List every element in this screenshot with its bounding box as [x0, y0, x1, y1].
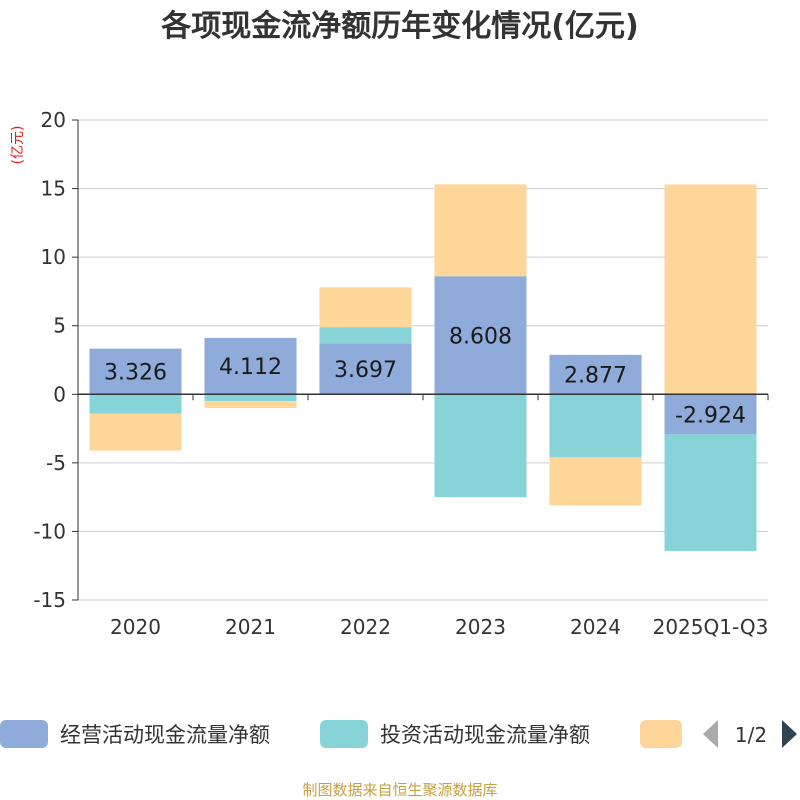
- bar-series2-2023: [434, 184, 527, 277]
- source-note: 制图数据来自恒生聚源数据库: [302, 781, 497, 799]
- y-tick-label: -15: [33, 588, 66, 612]
- value-label-2020: 3.326: [104, 360, 167, 385]
- bar-series1-2023: [434, 394, 527, 498]
- legend-prev-page-icon[interactable]: [703, 720, 718, 748]
- bar-series0-2023: [434, 276, 527, 395]
- bar-series2-2024: [549, 457, 642, 506]
- chart-title: 各项现金流净额历年变化情况(亿元): [160, 9, 638, 44]
- bar-series2-2021: [204, 401, 297, 408]
- bar-series2-2020: [89, 413, 182, 451]
- value-label-2025Q1-Q3: -2.924: [675, 403, 746, 428]
- y-tick-label: 0: [53, 382, 66, 406]
- bar-series1-2022: [319, 327, 412, 344]
- legend-label[interactable]: 投资活动现金流量净额: [380, 723, 590, 747]
- y-axis-unit-label: (亿元): [10, 126, 26, 165]
- x-tick-label: 2022: [340, 615, 391, 639]
- bar-series2-2025Q1-Q3: [664, 184, 757, 395]
- value-label-2023: 8.608: [449, 324, 512, 349]
- legend-page-indicator: 1/2: [735, 723, 767, 747]
- bar-series0-2022: [319, 343, 412, 395]
- bar-series1-2024: [549, 394, 642, 458]
- x-tick-label: 2025Q1-Q3: [653, 615, 769, 639]
- x-tick-label: 2020: [110, 615, 161, 639]
- legend: 经营活动现金流量净额 投资活动现金流量净额 1/2: [0, 720, 797, 748]
- bar-series0-2021: [204, 337, 297, 395]
- value-label-2021: 4.112: [219, 355, 282, 380]
- legend-next-page-icon[interactable]: [782, 720, 797, 748]
- y-tick-label: 20: [41, 108, 66, 132]
- x-tick-label: 2023: [455, 615, 506, 639]
- bar-series1-2020: [89, 394, 182, 414]
- y-tick-label: 5: [53, 314, 66, 338]
- y-tick-label: -10: [33, 519, 66, 543]
- bar-series0-2024: [549, 354, 642, 395]
- legend-swatch[interactable]: [320, 720, 368, 748]
- bar-series2-2022: [319, 287, 412, 328]
- legend-label[interactable]: 经营活动现金流量净额: [60, 723, 270, 747]
- legend-swatch[interactable]: [640, 720, 682, 748]
- legend-swatch[interactable]: [0, 720, 48, 748]
- x-tick-label: 2021: [225, 615, 276, 639]
- x-tick-label: 2024: [570, 615, 621, 639]
- value-label-2024: 2.877: [564, 364, 627, 389]
- bar-series0-2025Q1-Q3: [664, 394, 757, 435]
- y-tick-label: 10: [41, 245, 66, 269]
- y-tick-label: 15: [41, 177, 66, 201]
- bar-series0-2020: [89, 348, 182, 395]
- bar-series1-2025Q1-Q3: [664, 434, 757, 551]
- y-tick-label: -5: [46, 451, 66, 475]
- bar-series1-2021: [204, 394, 297, 402]
- value-labels: 3.326 4.112 3.697 8.608 2.877 -2.924: [104, 324, 746, 428]
- bars: [89, 184, 757, 551]
- value-label-2022: 3.697: [334, 358, 397, 383]
